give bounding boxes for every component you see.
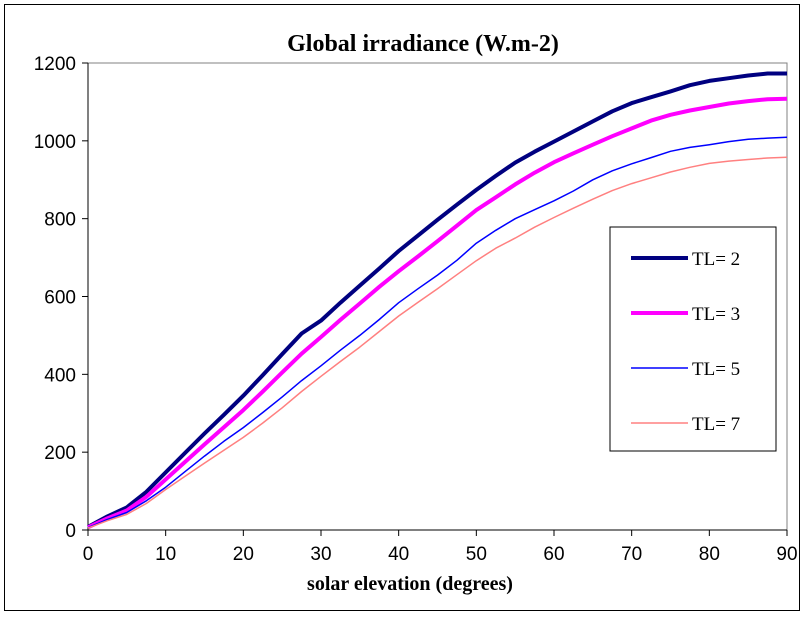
- legend-label: TL= 7: [692, 414, 740, 435]
- legend-label: TL= 3: [692, 304, 740, 325]
- series-layer: [87, 71, 788, 530]
- x-tick-label: 20: [233, 544, 254, 565]
- x-axis-label: solar elevation (degrees): [307, 573, 513, 595]
- y-tick-label: 1000: [34, 132, 76, 153]
- x-tick-label: 40: [388, 544, 409, 565]
- y-tick-label: 0: [65, 521, 76, 542]
- x-tick-label: 80: [699, 544, 720, 565]
- x-tick-label: 70: [621, 544, 642, 565]
- x-tick-label: 10: [155, 544, 176, 565]
- y-tick-label: 800: [44, 210, 76, 231]
- x-tick-label: 30: [310, 544, 331, 565]
- legend-label: TL= 5: [692, 359, 740, 380]
- y-tick-label: 200: [44, 443, 76, 464]
- x-tick-label: 60: [543, 544, 564, 565]
- axes: 0 200 400 600 800 1000 1200 0 10 20 30 40 50 60 70 80 90: [34, 54, 798, 565]
- series-line-tl-3: [87, 96, 788, 530]
- x-tick-label: 50: [466, 544, 487, 565]
- y-tick-label: 1200: [34, 54, 76, 75]
- series-line-tl-5: [87, 136, 788, 529]
- series-line-tl-2: [87, 71, 787, 529]
- x-tick-label: 0: [83, 544, 94, 565]
- y-tick-label: 600: [44, 288, 76, 309]
- y-tick-label: 400: [44, 365, 76, 386]
- legend-label: TL= 2: [692, 249, 740, 270]
- x-tick-label: 90: [776, 544, 797, 565]
- series-line-tl-7: [87, 156, 788, 529]
- chart-title: Global irradiance (W.m-2): [287, 31, 559, 57]
- legend-box: [609, 226, 777, 452]
- legend: TL= 2 TL= 3 TL= 5 TL= 7: [609, 226, 777, 452]
